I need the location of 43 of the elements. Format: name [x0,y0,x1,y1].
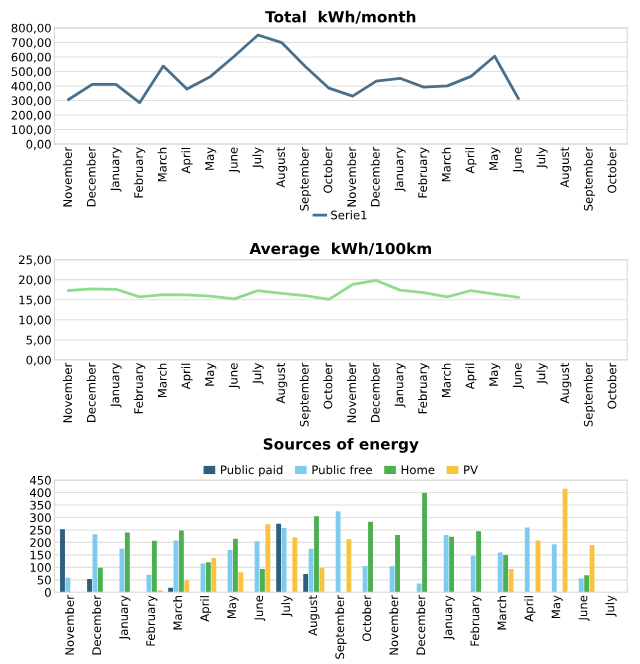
bar [416,583,422,593]
bar [346,539,352,593]
bar [168,587,174,593]
bar [151,540,157,593]
bar [362,566,368,593]
bar [260,569,265,593]
bar [503,554,509,593]
bar [276,523,282,593]
bar [470,555,476,593]
bar [92,534,98,593]
bar [178,530,184,593]
bar [449,536,455,593]
bar [232,538,238,593]
bar [319,567,325,593]
bar [65,577,71,593]
bar [97,567,103,593]
bar [422,493,427,593]
bar [476,531,482,593]
bar [205,562,211,593]
bar [308,548,314,593]
bar [443,534,449,593]
bar [87,579,92,593]
bar [368,521,373,593]
bar [395,534,400,593]
bar [314,516,319,593]
bar [551,544,557,593]
bar [265,524,271,593]
bar [124,532,130,593]
bar [238,572,244,593]
bar [211,557,217,593]
bar [389,566,395,593]
bar [524,527,530,593]
bar [292,537,298,593]
bar [303,574,309,593]
bar [497,552,503,593]
line-series [67,279,520,301]
bar [578,578,584,593]
bar [335,511,341,593]
bar [60,529,65,593]
line-series [67,33,520,105]
bar [584,575,590,593]
bar [184,580,190,593]
bar [589,544,595,593]
